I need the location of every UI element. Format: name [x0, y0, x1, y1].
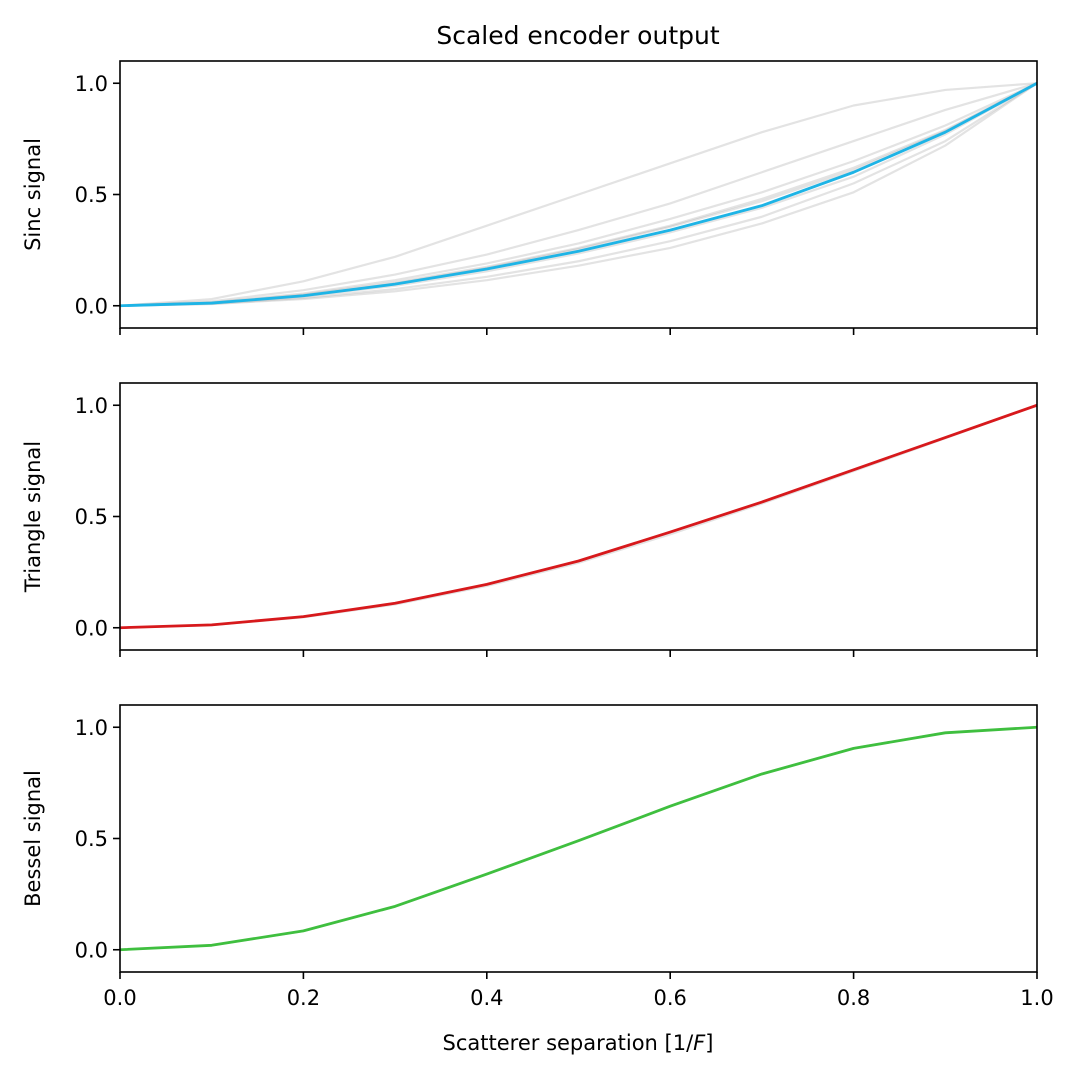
- triangle-highlight-line: [120, 403, 1037, 630]
- sinc-highlight-line: [120, 81, 1037, 308]
- triangle-background-line-0: [120, 404, 1037, 629]
- x-tick-label-3: 0.6: [653, 986, 686, 1010]
- triangle-y-tick-label-1: 0.5: [75, 505, 108, 529]
- sinc-y-axis-label: Sinc signal: [21, 138, 45, 251]
- x-axis-label-italic: F: [693, 1031, 706, 1055]
- bessel-background-line-0: [120, 726, 1037, 951]
- x-axis-label-suffix: ]: [705, 1031, 713, 1055]
- triangle-panel: 0.0 0.5 1.0 Triangle signal: [21, 382, 1038, 657]
- bessel-y-axis-label: Bessel signal: [21, 770, 45, 907]
- x-axis-label-prefix: Scatterer separation [1/: [443, 1031, 695, 1055]
- triangle-axes-frame: [119, 382, 1038, 651]
- sinc-background-line-6: [120, 82, 1037, 307]
- sinc-y-tick-label-0: 0.0: [75, 294, 108, 318]
- bessel-panel: 0.0 0.5 1.0 0.0 0.2 0.4 0.6 0.8 1.0 Bessel signal: [21, 704, 1054, 1010]
- triangle-series-group: [120, 403, 1037, 630]
- bessel-y-tick-label-0: 0.0: [75, 938, 108, 962]
- x-tick-label-0: 0.0: [103, 986, 136, 1010]
- sinc-y-tick-label-1: 0.5: [75, 183, 108, 207]
- bessel-series-group: [120, 725, 1037, 952]
- sinc-background-line-7: [120, 82, 1037, 307]
- x-tick-label-5: 1.0: [1020, 986, 1053, 1010]
- sinc-series-group: [120, 81, 1037, 308]
- chart-title: Scaled encoder output: [436, 21, 719, 50]
- x-tick-label-1: 0.2: [287, 986, 320, 1010]
- bessel-y-tick-label-1: 0.5: [75, 827, 108, 851]
- sinc-panel: 0.0 0.5 1.0 Sinc signal: [21, 60, 1038, 335]
- x-axis-label: Scatterer separation [1/F]: [443, 1031, 714, 1055]
- triangle-y-axis-label: Triangle signal: [21, 441, 45, 593]
- triangle-y-tick-label-0: 0.0: [75, 616, 108, 640]
- sinc-y-tick-label-2: 1.0: [75, 72, 108, 96]
- triangle-y-tick-label-2: 1.0: [75, 394, 108, 418]
- x-tick-label-2: 0.4: [470, 986, 503, 1010]
- bessel-highlight-line: [120, 725, 1037, 952]
- sinc-background-line-0: [120, 82, 1037, 307]
- bessel-axes-frame: [119, 704, 1038, 973]
- bessel-y-tick-label-2: 1.0: [75, 716, 108, 740]
- sinc-background-line-2: [120, 82, 1037, 307]
- sinc-background-line-1: [120, 82, 1037, 307]
- x-tick-label-4: 0.8: [837, 986, 870, 1010]
